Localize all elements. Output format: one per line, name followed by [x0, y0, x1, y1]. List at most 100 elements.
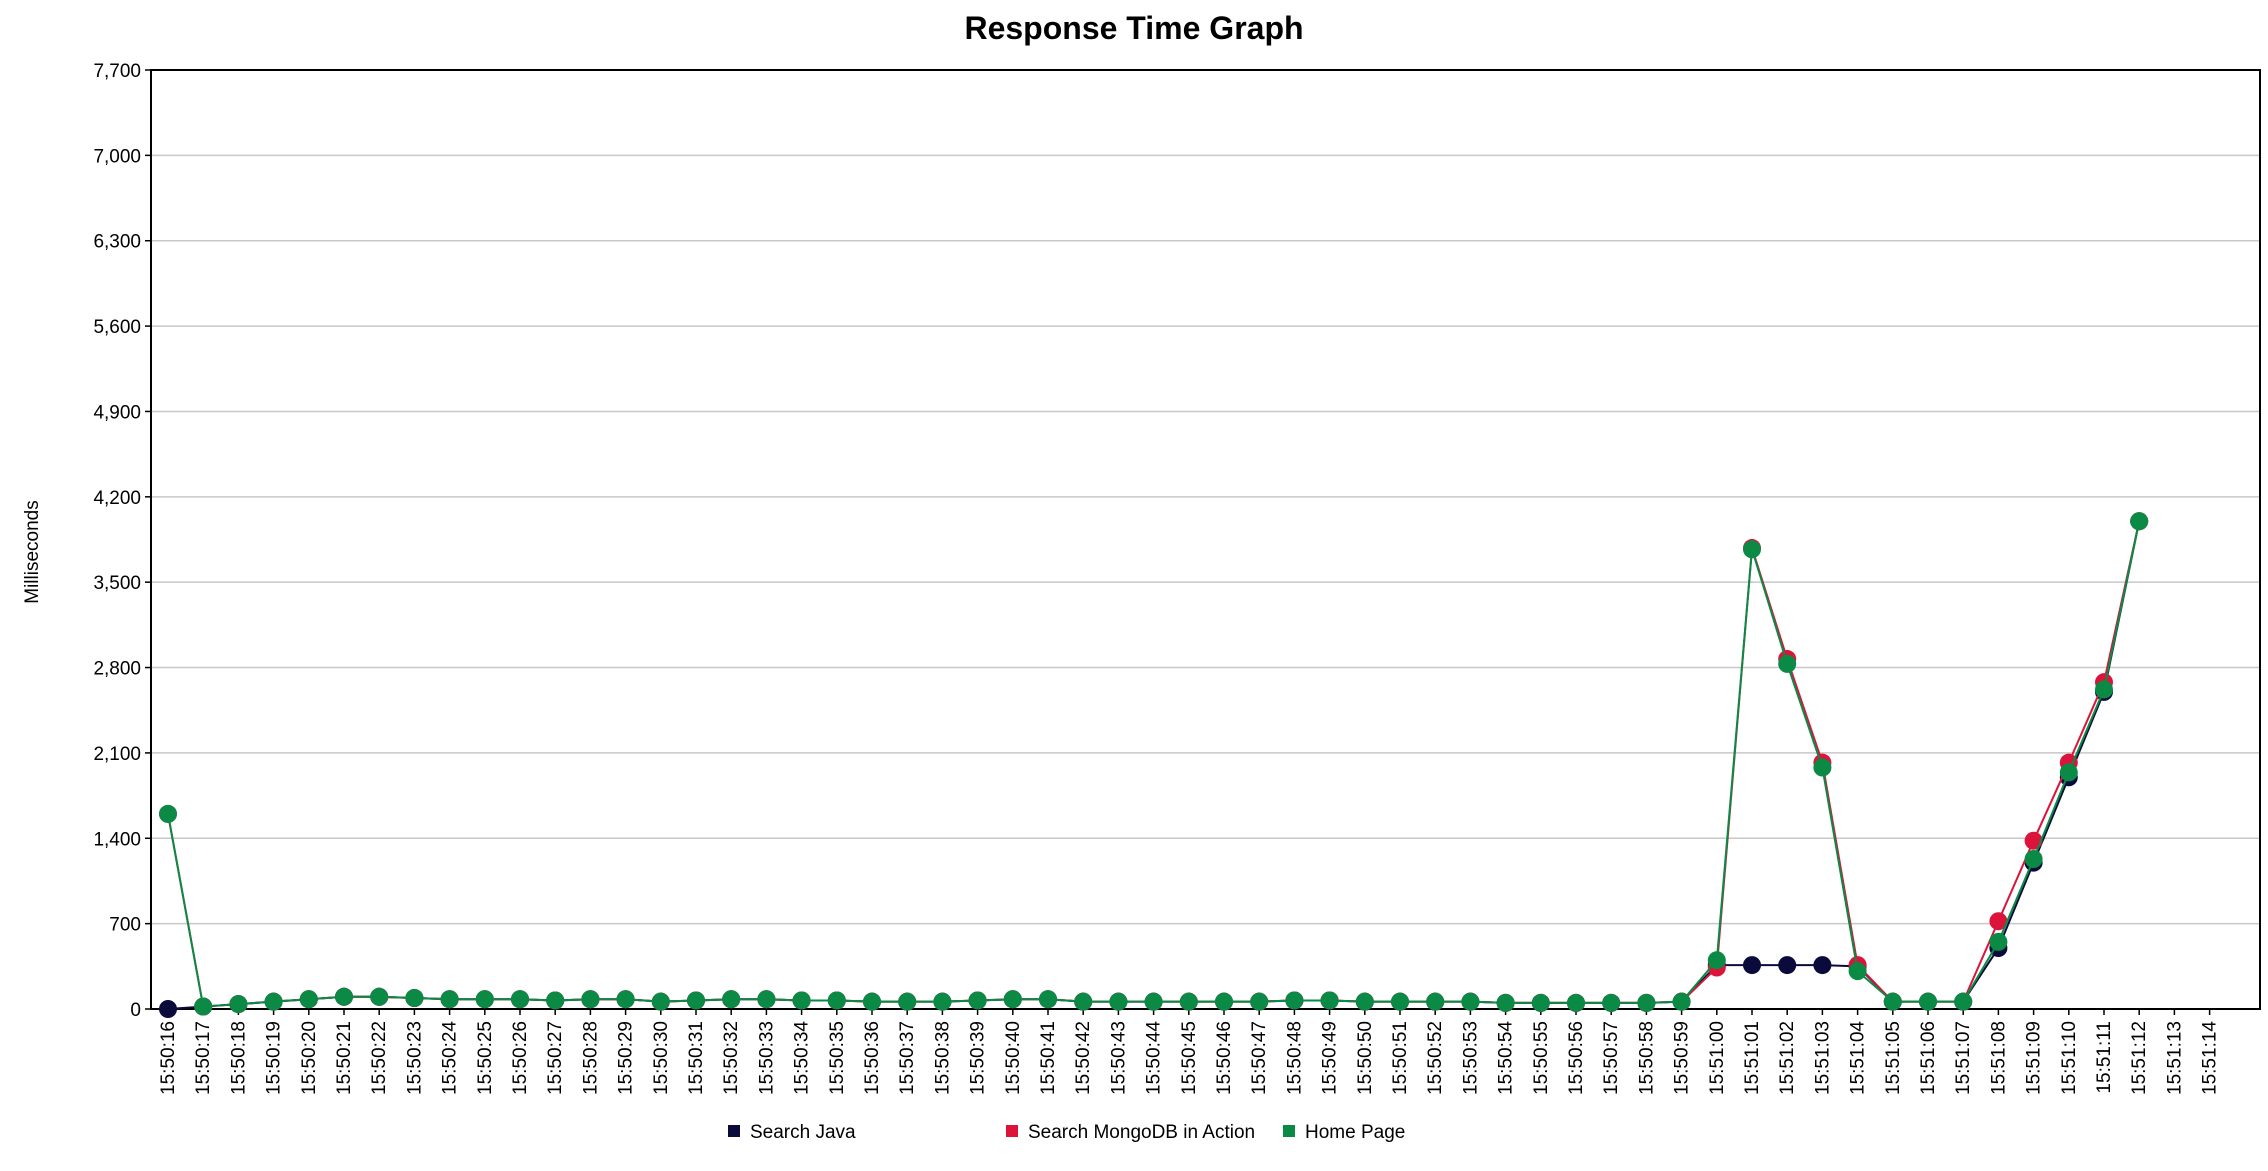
data-point [1003, 990, 1022, 1009]
data-point [1813, 758, 1832, 777]
data-point [1989, 932, 2008, 951]
x-tick-label: 15:50:59 [1672, 1021, 1693, 1095]
data-point [1144, 992, 1163, 1011]
legend-label: Search MongoDB in Action [1028, 1122, 1255, 1143]
data-point [2059, 763, 2078, 782]
x-tick-label: 15:50:34 [792, 1021, 813, 1095]
data-point [651, 992, 670, 1011]
x-tick-label: 15:50:27 [545, 1021, 566, 1095]
data-point [2024, 850, 2043, 869]
data-point [1743, 956, 1761, 975]
data-point [1355, 992, 1374, 1011]
x-tick-label: 15:50:33 [756, 1021, 777, 1095]
x-tick-label: 15:50:49 [1320, 1021, 1341, 1095]
x-tick-label: 15:50:35 [827, 1021, 848, 1095]
data-point [1778, 956, 1797, 975]
data-point [1391, 992, 1409, 1011]
legend-swatch [1283, 1125, 1295, 1137]
series-line-2 [167, 521, 2141, 1008]
x-tick-label: 15:50:52 [1425, 1021, 1446, 1095]
data-point [722, 990, 741, 1009]
x-tick-label: 15:50:28 [580, 1021, 601, 1095]
data-point [1074, 992, 1093, 1011]
plot-frame [150, 69, 2261, 1010]
data-point [1919, 992, 1937, 1011]
x-tick-label: 15:50:39 [968, 1021, 989, 1095]
x-tick-label: 15:50:41 [1038, 1021, 1059, 1095]
x-tick-label: 15:50:47 [1249, 1021, 1270, 1095]
x-tick-label: 15:50:56 [1566, 1021, 1587, 1095]
legend-swatch [728, 1125, 740, 1137]
y-tick-label: 2,800 [93, 659, 141, 680]
y-tick-label: 7,700 [93, 61, 141, 82]
data-point [968, 991, 987, 1010]
x-tick-label: 15:50:26 [510, 1021, 531, 1095]
x-tick-label: 15:50:58 [1636, 1021, 1657, 1095]
data-point [1778, 654, 1797, 673]
legend-swatch [1006, 1125, 1018, 1137]
data-point [1743, 540, 1761, 559]
x-tick-label: 15:50:50 [1355, 1021, 1376, 1095]
data-point [616, 990, 635, 1009]
x-tick-label: 15:50:55 [1531, 1021, 1552, 1095]
data-point [2095, 680, 2113, 699]
x-tick-label: 15:50:21 [334, 1021, 355, 1095]
x-tick-label: 15:51:09 [2024, 1021, 2045, 1095]
y-axis-label: Milliseconds [22, 500, 43, 604]
x-tick-label: 15:51:14 [2200, 1021, 2221, 1095]
y-tick-label: 5,600 [93, 317, 141, 338]
x-tick-label: 15:50:31 [686, 1021, 707, 1095]
legend-label: Search Java [750, 1122, 856, 1143]
x-tick-label: 15:51:13 [2164, 1021, 2185, 1095]
x-tick-label: 15:51:01 [1742, 1021, 1763, 1095]
x-tick-label: 15:51:03 [1812, 1021, 1833, 1095]
x-tick-label: 15:50:43 [1108, 1021, 1129, 1095]
data-point [299, 990, 318, 1009]
data-point [1531, 993, 1550, 1012]
x-tick-label: 15:50:44 [1144, 1021, 1165, 1095]
legend-label: Home Page [1305, 1122, 1405, 1143]
x-tick-label: 15:51:08 [1988, 1021, 2009, 1095]
x-tick-label: 15:50:46 [1214, 1021, 1235, 1095]
data-point [1179, 992, 1198, 1011]
series-line-0 [167, 521, 2141, 1010]
data-point [405, 989, 424, 1008]
data-point [757, 990, 776, 1009]
x-tick-label: 15:50:53 [1460, 1021, 1481, 1095]
x-tick-label: 15:50:17 [193, 1021, 214, 1095]
chart-title: Response Time Graph [964, 10, 1304, 46]
data-point [1567, 993, 1585, 1012]
x-tick-label: 15:51:10 [2059, 1021, 2080, 1095]
data-point [1602, 993, 1621, 1012]
x-tick-label: 15:51:12 [2129, 1021, 2150, 1095]
x-tick-label: 15:50:16 [158, 1021, 179, 1095]
y-tick-label: 700 [109, 915, 141, 936]
x-tick-label: 15:50:19 [264, 1021, 285, 1095]
data-point [933, 992, 952, 1011]
y-tick-label: 0 [130, 1000, 141, 1021]
x-tick-label: 15:50:45 [1179, 1021, 1200, 1095]
data-point [1707, 951, 1726, 970]
y-tick-label: 4,200 [93, 488, 141, 509]
x-tick-label: 15:50:32 [721, 1021, 742, 1095]
x-tick-label: 15:50:18 [228, 1021, 249, 1095]
data-point [229, 995, 248, 1014]
data-point [1285, 991, 1304, 1010]
x-tick-label: 15:50:40 [1003, 1021, 1024, 1095]
y-tick-label: 6,300 [93, 232, 141, 253]
data-point [475, 990, 494, 1009]
data-point [792, 991, 811, 1010]
y-tick-label: 1,400 [93, 829, 141, 850]
x-tick-label: 15:50:29 [616, 1021, 637, 1095]
data-point [863, 992, 881, 1011]
data-point [1883, 992, 1902, 1011]
x-tick-label: 15:50:38 [932, 1021, 953, 1095]
y-tick-label: 7,000 [93, 146, 141, 167]
x-tick-label: 15:50:42 [1073, 1021, 1094, 1095]
x-tick-label: 15:51:11 [2094, 1021, 2115, 1094]
x-tick-label: 15:50:57 [1601, 1021, 1622, 1095]
x-tick-label: 15:50:20 [299, 1021, 320, 1095]
data-point [440, 990, 459, 1009]
series-line-1 [167, 520, 2141, 1008]
data-point [1954, 992, 1973, 1011]
